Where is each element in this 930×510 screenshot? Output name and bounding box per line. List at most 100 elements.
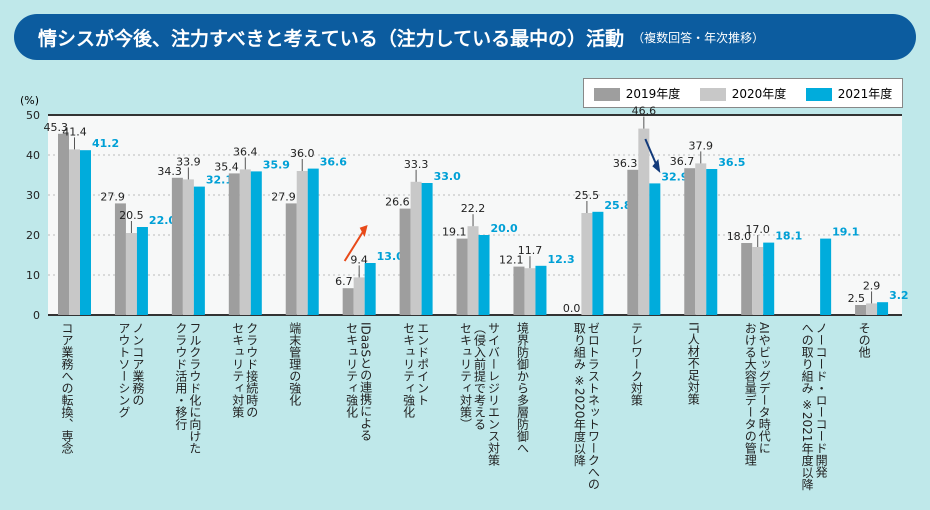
bar-2019年度	[684, 168, 696, 315]
bar-2020年度	[524, 268, 536, 315]
bar-2021年度	[706, 169, 718, 315]
bar-2021年度	[364, 263, 376, 315]
category-label: エンドポイント セキュリティ強化	[401, 322, 430, 418]
y-tick-label: 0	[33, 309, 40, 322]
data-label: 12.1	[499, 254, 524, 267]
bar-2021年度	[877, 302, 889, 315]
chart-title: 情シスが今後、注力すべきと考えている（注力している最中の）活動	[38, 27, 625, 50]
data-label: 25.8	[604, 199, 631, 212]
data-label: 32.9	[661, 170, 688, 183]
data-label: 2.5	[848, 292, 866, 305]
data-label: 26.6	[385, 196, 410, 209]
category-label: ゼロトラストネットワークへの 取り組み ※2020年度以降	[572, 322, 601, 490]
bar-2020年度	[467, 226, 479, 315]
bar-2020年度	[638, 128, 650, 315]
legend: 2019年度 2020年度 2021年度	[583, 78, 903, 108]
data-label: 34.3	[157, 165, 182, 178]
category-label: IDaaSとの連携による セキュリティ強化	[344, 322, 373, 442]
data-label: 18.0	[727, 230, 752, 243]
bar-2020年度	[239, 169, 251, 315]
data-label: 27.9	[271, 190, 296, 203]
bar-2021年度	[136, 227, 148, 315]
bar-2019年度	[171, 177, 183, 315]
bar-2020年度	[410, 181, 422, 315]
bar-2021年度	[535, 265, 547, 315]
bar-2019年度	[399, 208, 411, 315]
data-label: 22.0	[149, 214, 176, 227]
legend-label: 2021年度	[837, 86, 893, 101]
bar-2019年度	[228, 173, 240, 315]
data-label: 25.5	[575, 189, 600, 202]
data-label: 33.3	[404, 158, 429, 171]
y-tick-label: 40	[26, 149, 40, 162]
down-arrow-icon	[644, 138, 659, 168]
legend-item-2020: 2020年度	[699, 85, 786, 102]
bar-2021年度	[763, 242, 775, 315]
data-label: 45.3	[44, 121, 69, 134]
data-label: 11.7	[518, 244, 543, 257]
bar-2019年度	[855, 305, 867, 315]
data-label: 13.0	[377, 250, 404, 263]
category-label: テレワーク対策	[629, 322, 644, 406]
data-label: 46.6	[632, 105, 657, 118]
data-label: 0.0	[563, 302, 581, 315]
data-label: 6.7	[335, 275, 353, 288]
category-label: ノーコード・ローコード開発 への取り組み ※2021年度以降	[800, 322, 829, 491]
y-axis-unit: (%)	[20, 94, 40, 107]
bar-2020年度	[581, 213, 593, 315]
data-label: 41.2	[92, 137, 119, 150]
bar-2019年度	[58, 133, 69, 315]
data-label: 19.1	[442, 226, 467, 239]
bar-2019年度	[114, 203, 126, 315]
y-tick-label: 10	[26, 269, 40, 282]
data-label: 36.5	[718, 156, 745, 169]
legend-item-2019: 2019年度	[593, 85, 681, 102]
category-label: 端末管理の強化	[287, 322, 302, 406]
data-label: 17.0	[745, 223, 770, 236]
data-label: 37.9	[689, 139, 714, 152]
category-label: コア業務への転換、専念	[60, 322, 74, 454]
down-arrow-head	[652, 159, 661, 173]
bar-2019年度	[342, 288, 354, 315]
data-label: 12.3	[547, 253, 574, 266]
data-label: 36.7	[670, 155, 695, 168]
y-tick-label: 30	[26, 189, 40, 202]
legend-item-2021: 2021年度	[805, 85, 893, 102]
up-arrow-head	[359, 225, 368, 237]
data-label: 36.6	[320, 156, 347, 169]
bar-2019年度	[285, 203, 297, 315]
legend-label: 2019年度	[625, 86, 681, 101]
data-label: 35.4	[214, 160, 239, 173]
bar-2020年度	[125, 233, 137, 315]
bar-2021年度	[250, 171, 262, 315]
data-label: 2.9	[863, 279, 881, 292]
data-label: 36.3	[613, 157, 638, 170]
bar-2021年度	[649, 183, 661, 315]
bar-2020年度	[69, 149, 80, 315]
bar-2021年度	[307, 168, 319, 315]
bar-2019年度	[741, 243, 753, 315]
data-label: 41.4	[62, 125, 87, 138]
bar-2021年度	[820, 238, 832, 315]
category-label: その他	[857, 322, 872, 358]
up-arrow-icon	[343, 228, 366, 262]
bar-2020年度	[695, 163, 707, 315]
bar-2021年度	[193, 186, 205, 315]
data-label: 20.0	[491, 222, 518, 235]
bar-2019年度	[513, 266, 525, 315]
bar-2021年度	[478, 235, 490, 315]
data-label: 3.2	[889, 289, 909, 302]
bar-2021年度	[592, 211, 604, 315]
category-label: フルクラウド化に向けた クラウド活用・移行	[173, 322, 202, 454]
data-label: 20.5	[119, 209, 144, 222]
bar-2021年度	[421, 183, 433, 315]
data-label: 19.1	[832, 226, 859, 239]
data-label: 32.1	[206, 174, 233, 187]
data-label: 9.4	[350, 253, 368, 266]
bar-2020年度	[752, 247, 764, 315]
category-label: AIやビッグデータ時代に おける大容量データの管理	[743, 322, 772, 466]
data-label: 27.9	[100, 190, 125, 203]
category-label: IT人材不足対策	[686, 322, 701, 405]
bar-2020年度	[296, 171, 308, 315]
